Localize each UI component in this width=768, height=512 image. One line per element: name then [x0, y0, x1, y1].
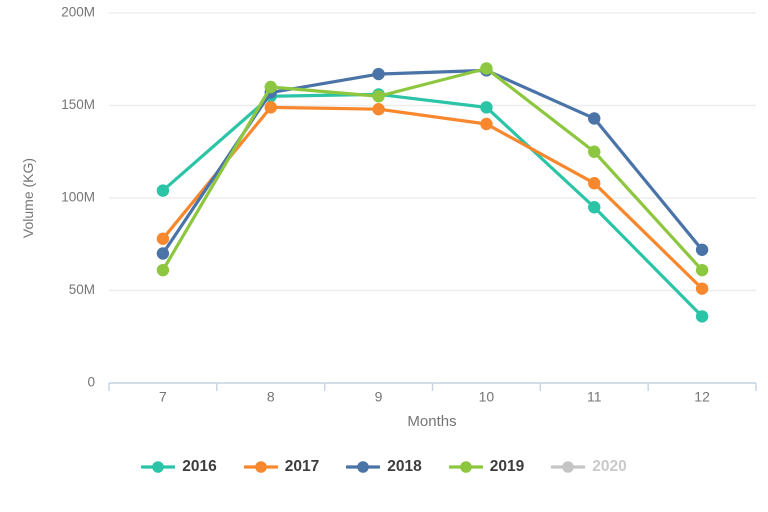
y-tick-label-200M: 200M	[61, 5, 95, 20]
data-point-2017-m9	[372, 103, 385, 116]
data-point-2017-m8	[264, 101, 277, 114]
legend-label-2018: 2018	[387, 458, 422, 475]
legend-item-2016[interactable]: 2016	[141, 458, 217, 476]
legend-item-2018[interactable]: 2018	[346, 458, 422, 476]
data-point-2017-m7	[156, 232, 170, 245]
series-line-2017	[161, 105, 704, 291]
y-tick-label-150M: 150M	[61, 97, 95, 112]
data-point-2018-m9	[372, 67, 385, 81]
series-line-2018	[161, 68, 704, 256]
legend-label-2020: 2020	[592, 458, 627, 475]
y-axis-title: Volume (KG)	[20, 157, 36, 239]
data-point-2017-m12	[695, 282, 709, 295]
data-point-2019-m12	[695, 263, 709, 277]
legend-label-2016: 2016	[182, 458, 217, 475]
data-point-2018-m7	[156, 247, 170, 260]
x-tick-label-9: 9	[375, 389, 383, 405]
data-point-2018-m11	[588, 112, 601, 125]
data-point-2019-m7	[156, 263, 170, 277]
data-point-2018-m12	[695, 243, 709, 256]
y-tick-label-100M: 100M	[61, 190, 95, 205]
series-line-2019	[161, 66, 704, 272]
data-point-2017-m11	[588, 177, 601, 190]
x-tick-label-11: 11	[587, 389, 602, 405]
x-tick-label-12: 12	[694, 389, 710, 405]
y-tick-label-50M: 50M	[69, 282, 95, 297]
legend-label-2017: 2017	[284, 458, 320, 475]
data-point-2019-m11	[588, 145, 601, 158]
legend-label-2019: 2019	[489, 458, 525, 475]
legend-item-2019[interactable]: 2019	[448, 458, 525, 476]
x-tick-label-10: 10	[479, 389, 495, 405]
legend-marker-2016-icon	[141, 461, 176, 473]
x-axis-title: Months	[407, 413, 457, 430]
data-point-2019-m8	[264, 80, 277, 94]
data-point-2019-m10	[480, 62, 493, 75]
plot-area: 0 50M 100M 150M 200M 7 8 9 10 11 12	[61, 5, 757, 405]
data-point-2017-m10	[480, 117, 493, 131]
series-line-2016	[161, 92, 704, 318]
legend-item-2020[interactable]: 2020	[551, 458, 627, 476]
y-tick-label-0: 0	[87, 375, 95, 390]
legend-marker-2019-icon	[448, 461, 483, 473]
legend-marker-2017-icon	[243, 461, 278, 473]
x-tick-label-7: 7	[159, 389, 167, 405]
legend-marker-2018-icon	[346, 461, 381, 473]
x-tick-label-8: 8	[267, 389, 275, 405]
legend-marker-2020-icon	[551, 461, 586, 473]
data-point-2016-m11	[588, 201, 601, 214]
data-point-2016-m10	[480, 101, 493, 114]
data-point-2016-m12	[695, 310, 709, 323]
legend: 2016 2017 2018 2019 2020	[0, 458, 768, 476]
data-point-2019-m9	[372, 90, 385, 103]
legend-item-2017[interactable]: 2017	[243, 458, 320, 476]
data-point-2016-m7	[156, 184, 170, 197]
